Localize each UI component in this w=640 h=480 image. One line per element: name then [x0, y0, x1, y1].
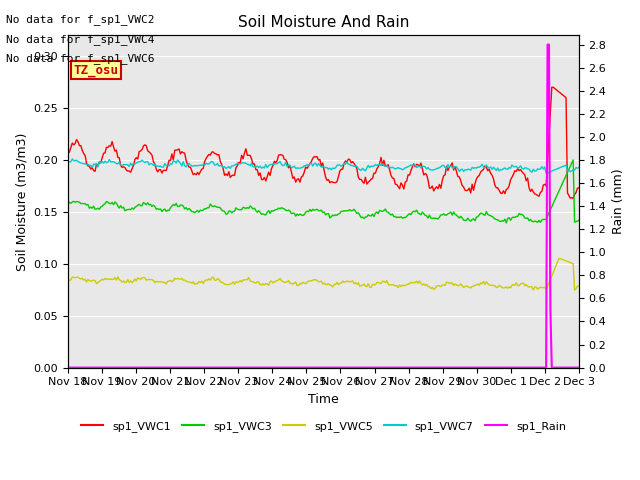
Text: No data for f_sp1_VWC2: No data for f_sp1_VWC2 [6, 14, 155, 25]
Text: TZ_osu: TZ_osu [73, 63, 118, 77]
Y-axis label: Rain (mm): Rain (mm) [612, 168, 625, 234]
Title: Soil Moisture And Rain: Soil Moisture And Rain [237, 15, 409, 30]
Legend: sp1_VWC1, sp1_VWC3, sp1_VWC5, sp1_VWC7, sp1_Rain: sp1_VWC1, sp1_VWC3, sp1_VWC5, sp1_VWC7, … [76, 416, 570, 436]
Text: No data for f_sp1_VWC6: No data for f_sp1_VWC6 [6, 53, 155, 64]
X-axis label: Time: Time [308, 393, 339, 406]
Text: No data for f_sp1_VWC4: No data for f_sp1_VWC4 [6, 34, 155, 45]
Y-axis label: Soil Moisture (m3/m3): Soil Moisture (m3/m3) [15, 132, 28, 271]
